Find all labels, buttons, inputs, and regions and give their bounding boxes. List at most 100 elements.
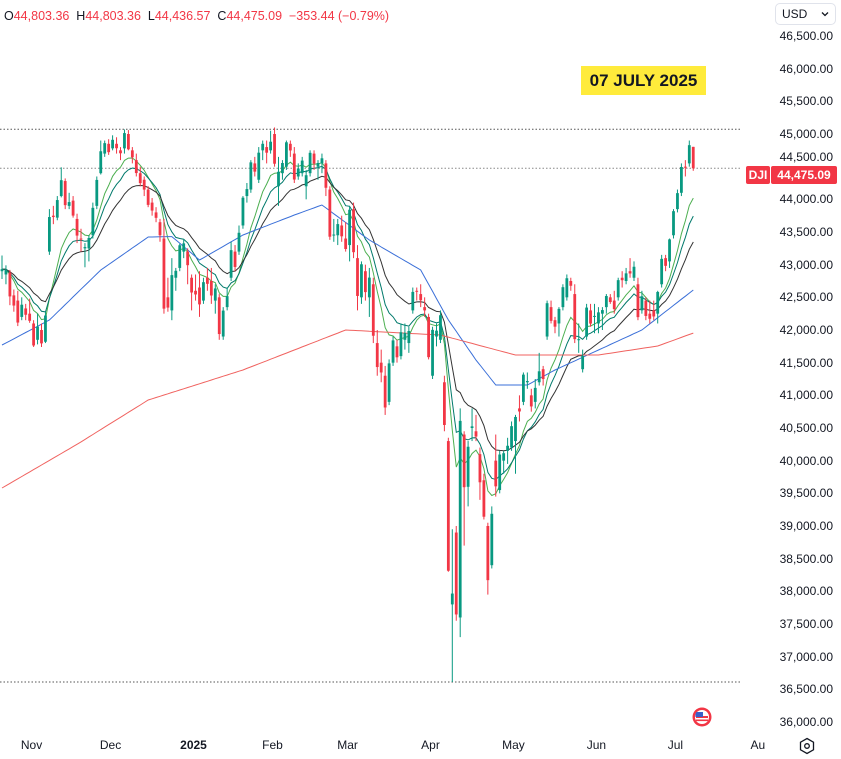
candle-body <box>514 416 517 442</box>
candle <box>229 241 233 281</box>
candle <box>561 284 565 311</box>
candle-body <box>443 382 446 425</box>
time-tick-label: Nov <box>20 738 43 752</box>
moving-average-line <box>1 157 694 497</box>
candle <box>668 238 671 268</box>
candle <box>399 323 403 360</box>
candle <box>482 473 486 520</box>
candle-body <box>383 375 387 408</box>
candle-body <box>395 346 399 358</box>
candle-body <box>656 291 660 314</box>
settings-icon[interactable] <box>798 737 816 755</box>
candle-body <box>8 272 12 297</box>
candle <box>59 167 63 198</box>
candle <box>36 313 39 345</box>
candle-body <box>616 280 620 298</box>
candle <box>332 218 336 242</box>
candle <box>387 359 391 406</box>
price-tick-label: 45,000.00 <box>779 126 833 141</box>
candle-body <box>680 166 683 193</box>
candle <box>593 303 596 334</box>
candle-body <box>367 277 371 298</box>
candle <box>190 274 193 311</box>
candle-body <box>71 200 75 216</box>
candle-body <box>375 343 379 368</box>
candle <box>557 307 561 337</box>
candle <box>253 156 257 177</box>
candle <box>277 156 280 206</box>
candle <box>581 349 585 373</box>
candle <box>111 135 114 151</box>
price-tick-label: 40,500.00 <box>779 420 833 435</box>
candle-body <box>221 310 225 337</box>
candle <box>427 313 430 360</box>
price-tick-label: 41,500.00 <box>779 355 833 370</box>
date-annotation: 07 JULY 2025 <box>581 66 706 95</box>
moving-average-line <box>2 175 694 452</box>
close-label: C <box>217 9 227 23</box>
candle-body <box>620 277 624 281</box>
candle <box>241 196 245 229</box>
candle <box>640 290 644 314</box>
candle-body <box>676 193 679 210</box>
candle <box>537 352 541 386</box>
moving-average-line <box>2 165 694 481</box>
candle-body <box>217 297 221 335</box>
candle-body <box>533 387 537 402</box>
candle-body <box>336 224 340 236</box>
candle <box>573 284 577 344</box>
candle <box>308 150 312 177</box>
candle <box>24 303 28 321</box>
candle <box>162 218 166 314</box>
high-label: H <box>76 9 86 23</box>
candle-body <box>644 300 648 316</box>
currency-selector[interactable]: USD <box>775 3 836 25</box>
candle <box>620 271 624 288</box>
candle-body <box>28 313 32 321</box>
candle <box>273 127 276 167</box>
candle-body <box>166 297 170 308</box>
candle-body <box>431 329 434 376</box>
candle-body <box>387 363 391 402</box>
candle-body <box>340 225 344 237</box>
price-tick-label: 40,000.00 <box>779 453 833 468</box>
candle-body <box>664 258 667 266</box>
candle-body <box>190 277 193 293</box>
candle-body <box>403 333 407 340</box>
price-tick-label: 38,500.00 <box>779 551 833 566</box>
candle-body <box>328 189 332 237</box>
candle <box>676 189 679 213</box>
candle-body <box>150 202 154 211</box>
time-tick-label: Feb <box>262 738 283 752</box>
candle-body <box>470 426 474 428</box>
candle <box>95 176 99 210</box>
candle <box>553 316 557 334</box>
open-label: O <box>4 9 14 23</box>
candle-body <box>257 152 261 180</box>
candle-body <box>518 408 521 412</box>
candle <box>348 205 351 262</box>
price-tick-label: 36,500.00 <box>779 682 833 697</box>
candle-body <box>466 446 470 487</box>
candle-body <box>123 133 126 149</box>
candle-body <box>296 168 300 177</box>
candle <box>687 140 691 167</box>
candle-body <box>142 179 146 190</box>
candle <box>217 294 221 340</box>
candle <box>577 323 581 353</box>
us-flag-icon[interactable] <box>692 707 712 727</box>
candle-body <box>601 310 604 314</box>
candle <box>525 372 529 389</box>
candle-body <box>585 307 588 337</box>
candles <box>0 127 695 683</box>
candle-body <box>162 238 166 309</box>
time-tick-label: Mar <box>337 738 358 752</box>
candle <box>431 326 434 379</box>
candle <box>146 186 150 208</box>
candle <box>320 153 324 174</box>
candle-body <box>529 395 533 407</box>
candle-body <box>273 133 276 164</box>
candle <box>450 529 454 683</box>
candle-body <box>612 300 616 310</box>
